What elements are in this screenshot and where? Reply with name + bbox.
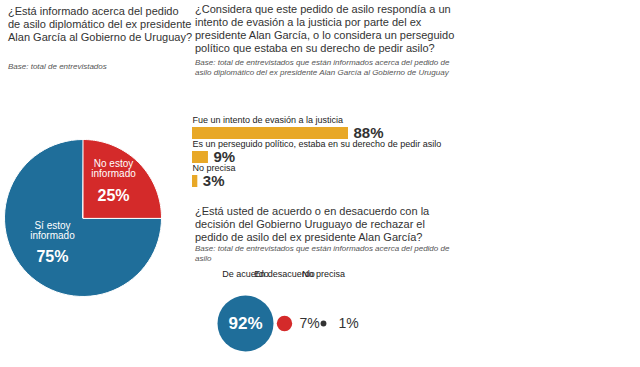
svg-text:En desacuerdo: En desacuerdo [254,268,315,279]
svg-text:88%: 88% [354,124,384,141]
html-text:¿Está usted de acuerdo o en de: ¿Está usted de acuerdo o en desacuerdo c… [195,205,430,243]
svg-text:3%: 3% [203,172,225,189]
svg-text:De acuerdo: De acuerdo [222,268,269,279]
html-text:Base: total de entrevistados q: Base: total de entrevistados que están i… [195,244,450,263]
html-text:¿Está informado acerca del ped: ¿Está informado acerca del pedido de asi… [8,5,193,43]
svg-text:7%: 7% [300,315,320,331]
svg-text:No precisa: No precisa [302,269,345,279]
svg-text:92%: 92% [228,314,262,333]
svg-text:No precisa: No precisa [192,163,236,174]
html-text:Base: total de entrevistados q: Base: total de entrevistados que están i… [195,58,450,77]
html-text:¿Considera que este pedido de: ¿Considera que este pedido de asilo resp… [195,3,455,54]
html-text:Base: total de entrevistados: Base: total de entrevistados [8,62,107,71]
svg-text:No estoyinformado: No estoyinformado [91,158,136,179]
svg-text:Es un perseguido político, est: Es un perseguido político, estaba en su … [192,139,442,150]
svg-text:1%: 1% [339,315,359,331]
svg-text:9%: 9% [213,148,235,165]
svg-text:25%: 25% [98,187,130,204]
svg-text:Sí estoyinformado: Sí estoyinformado [30,220,75,241]
svg-text:Fue un intento de evasión a la: Fue un intento de evasión a la justicia [193,115,344,125]
svg-text:75%: 75% [36,248,68,265]
